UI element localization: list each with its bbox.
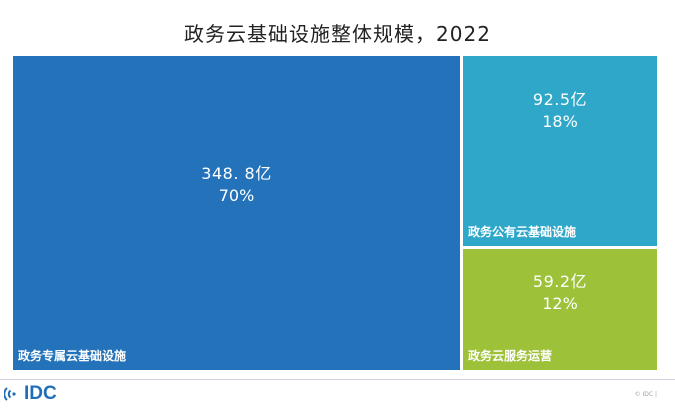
chart-title: 政务云基础设施整体规模，2022: [184, 22, 491, 46]
tile-value-label: 92.5亿: [532, 90, 588, 109]
idc-logo-icon: [4, 387, 16, 401]
tile-category-label: 政务专属云基础设施: [18, 349, 127, 363]
tile-percent-label: 18%: [542, 112, 578, 131]
treemap-tile-ops: 59.2亿 12% 政务云服务运营: [463, 249, 657, 370]
tile-percent-label: 12%: [542, 294, 578, 313]
tile-value-label: 59.2亿: [532, 272, 588, 291]
copyright-text: © IDC |: [634, 391, 657, 398]
tile-percent-label: 70%: [218, 186, 255, 205]
treemap-tile-public: 92.5亿 18% 政务公有云基础设施: [463, 56, 657, 246]
treemap-tile-dedicated: 348. 8亿 70% 政务专属云基础设施: [13, 56, 460, 370]
footer-divider: [0, 379, 675, 380]
idc-logo-text: IDC: [24, 383, 57, 404]
tile-category-label: 政务公有云基础设施: [468, 225, 577, 239]
tile-value-label: 348. 8亿: [201, 164, 272, 183]
tile-category-label: 政务云服务运营: [468, 349, 553, 363]
idc-logo: IDC: [4, 383, 57, 405]
